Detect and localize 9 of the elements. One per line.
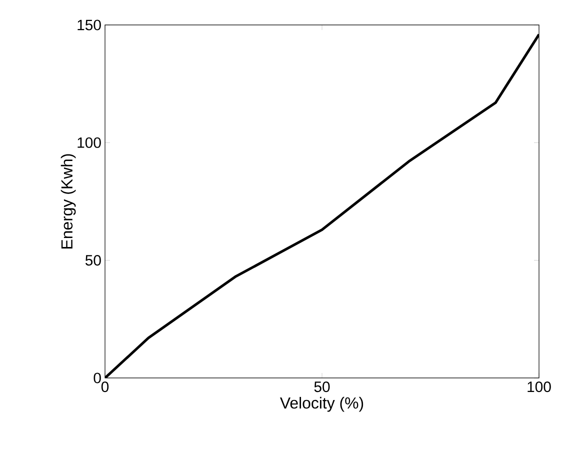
x-axis-title: Velocity (%) — [280, 396, 364, 412]
x-tick-label: 50 — [314, 382, 330, 392]
y-tick-label: 50 — [85, 255, 101, 266]
y-tick-label: 0 — [94, 372, 101, 384]
y-tick-label: 100 — [78, 137, 101, 148]
x-tick-label: 100 — [528, 382, 551, 392]
x-tick-label: 0 — [101, 382, 109, 392]
y-axis-title: Energy (Kwh) — [60, 154, 76, 248]
y-tick-label: 150 — [78, 20, 101, 30]
